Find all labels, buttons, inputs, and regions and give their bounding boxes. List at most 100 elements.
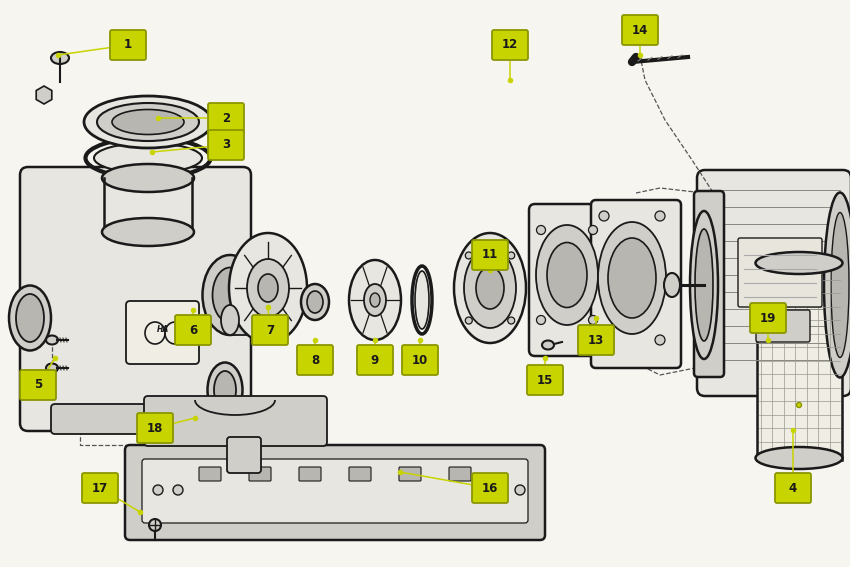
FancyBboxPatch shape — [527, 365, 563, 395]
FancyBboxPatch shape — [756, 310, 810, 342]
Ellipse shape — [51, 52, 69, 64]
Ellipse shape — [153, 485, 163, 495]
FancyBboxPatch shape — [492, 30, 528, 60]
FancyBboxPatch shape — [51, 404, 219, 434]
Ellipse shape — [149, 519, 161, 531]
FancyBboxPatch shape — [697, 170, 850, 396]
Ellipse shape — [465, 317, 473, 324]
FancyBboxPatch shape — [578, 325, 614, 355]
Ellipse shape — [112, 109, 184, 134]
FancyBboxPatch shape — [349, 467, 371, 481]
Ellipse shape — [831, 213, 849, 358]
FancyBboxPatch shape — [299, 467, 321, 481]
Ellipse shape — [695, 229, 713, 341]
FancyBboxPatch shape — [208, 103, 244, 133]
FancyBboxPatch shape — [142, 459, 528, 523]
Ellipse shape — [46, 363, 58, 373]
Ellipse shape — [454, 233, 526, 343]
FancyBboxPatch shape — [125, 445, 545, 540]
Ellipse shape — [515, 485, 525, 495]
Text: 4: 4 — [789, 481, 797, 494]
Ellipse shape — [221, 305, 239, 335]
Text: HA: HA — [157, 325, 169, 335]
Ellipse shape — [542, 341, 554, 349]
Ellipse shape — [536, 315, 546, 324]
Ellipse shape — [599, 335, 609, 345]
FancyBboxPatch shape — [82, 473, 118, 503]
Text: 16: 16 — [482, 481, 498, 494]
Ellipse shape — [824, 193, 850, 378]
Ellipse shape — [258, 274, 278, 302]
Ellipse shape — [247, 259, 289, 317]
Text: 8: 8 — [311, 353, 319, 366]
Ellipse shape — [536, 226, 546, 235]
FancyBboxPatch shape — [126, 301, 199, 364]
Ellipse shape — [476, 267, 504, 309]
Text: 19: 19 — [760, 311, 776, 324]
Ellipse shape — [97, 103, 199, 141]
FancyBboxPatch shape — [402, 345, 438, 375]
FancyBboxPatch shape — [20, 370, 56, 400]
FancyBboxPatch shape — [591, 200, 681, 368]
Ellipse shape — [464, 248, 516, 328]
Ellipse shape — [94, 143, 202, 173]
Ellipse shape — [664, 273, 680, 297]
Ellipse shape — [465, 252, 473, 259]
Text: 12: 12 — [502, 39, 518, 52]
Ellipse shape — [599, 211, 609, 221]
FancyBboxPatch shape — [252, 315, 288, 345]
FancyBboxPatch shape — [529, 204, 611, 356]
FancyBboxPatch shape — [738, 238, 822, 307]
Bar — [757, 262, 842, 460]
FancyBboxPatch shape — [472, 240, 508, 270]
Ellipse shape — [370, 293, 380, 307]
Text: 13: 13 — [588, 333, 604, 346]
Ellipse shape — [9, 286, 51, 350]
Ellipse shape — [84, 96, 212, 148]
Ellipse shape — [207, 362, 242, 417]
Ellipse shape — [507, 317, 515, 324]
FancyBboxPatch shape — [137, 413, 173, 443]
Ellipse shape — [102, 164, 194, 192]
Ellipse shape — [16, 294, 44, 342]
Ellipse shape — [598, 222, 666, 334]
Ellipse shape — [588, 226, 598, 235]
Ellipse shape — [588, 315, 598, 324]
Text: 14: 14 — [632, 23, 649, 36]
Ellipse shape — [655, 335, 665, 345]
FancyBboxPatch shape — [144, 396, 327, 446]
Text: 18: 18 — [147, 421, 163, 434]
Ellipse shape — [202, 255, 258, 335]
Text: 15: 15 — [537, 374, 553, 387]
FancyBboxPatch shape — [110, 30, 146, 60]
Ellipse shape — [46, 336, 58, 345]
FancyBboxPatch shape — [449, 467, 471, 481]
FancyBboxPatch shape — [175, 315, 211, 345]
Ellipse shape — [536, 225, 598, 325]
Bar — [230, 305, 268, 335]
Text: 6: 6 — [189, 324, 197, 336]
FancyBboxPatch shape — [20, 167, 251, 431]
Ellipse shape — [415, 271, 429, 329]
Ellipse shape — [214, 371, 236, 409]
FancyBboxPatch shape — [399, 467, 421, 481]
FancyBboxPatch shape — [775, 473, 811, 503]
FancyBboxPatch shape — [208, 130, 244, 160]
Ellipse shape — [655, 211, 665, 221]
Text: 3: 3 — [222, 138, 230, 151]
Ellipse shape — [301, 284, 329, 320]
Ellipse shape — [690, 211, 718, 359]
Text: 9: 9 — [371, 353, 379, 366]
Ellipse shape — [349, 260, 401, 340]
Text: 5: 5 — [34, 379, 42, 391]
Text: 11: 11 — [482, 248, 498, 261]
Ellipse shape — [756, 447, 842, 469]
FancyBboxPatch shape — [199, 467, 221, 481]
Ellipse shape — [796, 403, 802, 408]
Text: 2: 2 — [222, 112, 230, 125]
Ellipse shape — [507, 252, 515, 259]
Text: 17: 17 — [92, 481, 108, 494]
FancyBboxPatch shape — [472, 473, 508, 503]
FancyBboxPatch shape — [227, 437, 261, 473]
FancyBboxPatch shape — [249, 467, 271, 481]
